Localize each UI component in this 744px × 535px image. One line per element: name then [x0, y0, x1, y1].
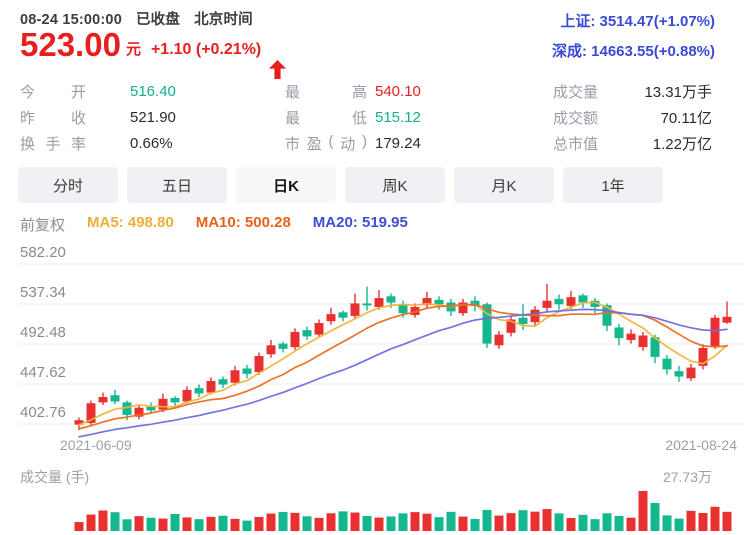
y-axis-tick: 537.34	[20, 284, 66, 301]
ma-line-ma5	[78, 301, 728, 426]
stat-value: 70.11亿	[660, 109, 712, 127]
stat-row: 今开 516.40	[20, 78, 176, 104]
tab-月K[interactable]: 月K	[454, 167, 554, 203]
stat-row: 市盈(动) 179.24	[285, 130, 421, 156]
stat-label: 成交量	[553, 83, 599, 101]
tab-周K[interactable]: 周K	[345, 167, 445, 203]
ma-line-ma20	[78, 308, 728, 438]
stat-row: 总市值 1.22万亿	[553, 130, 712, 156]
stat-value: 515.12	[375, 108, 421, 126]
stats-column-high: 最高 540.10 最低 515.12 市盈(动) 179.24	[285, 78, 421, 156]
x-axis-end-date: 2021-08-24	[665, 437, 737, 453]
stats-column-volume: 成交量 13.31万手成交额 70.11亿总市值 1.22万亿	[553, 78, 712, 156]
stat-row: 成交量 13.31万手	[553, 78, 712, 104]
stat-label: 昨收	[20, 109, 86, 127]
last-price: 523.00	[20, 26, 121, 63]
stat-row: 换手率 0.66%	[20, 130, 176, 156]
quote-timestamp: 08-24 15:00:00	[20, 12, 122, 28]
stat-row: 成交额 70.11亿	[553, 104, 712, 130]
ma-legend: 前复权 MA5: 498.80 MA10: 500.28 MA20: 519.95	[20, 214, 430, 235]
stat-label: 市盈(动)	[285, 132, 367, 153]
ma-legend-items: MA5: 498.80 MA10: 500.28 MA20: 519.95	[87, 214, 430, 235]
y-axis-tick: 582.20	[20, 244, 66, 261]
y-axis-tick: 447.62	[20, 364, 66, 381]
stat-value: 540.10	[375, 82, 421, 100]
stat-value: 521.90	[130, 108, 176, 126]
x-axis-start-date: 2021-06-09	[60, 437, 132, 453]
stats-column-open: 今开 516.40 昨收 521.90 换手率 0.66%	[20, 78, 176, 156]
stat-row: 最低 515.12	[285, 104, 421, 130]
tab-日K[interactable]: 日K	[236, 167, 336, 203]
stat-row: 昨收 521.90	[20, 104, 176, 130]
tab-五日[interactable]: 五日	[127, 167, 227, 203]
candlestick-chart[interactable]	[0, 240, 744, 440]
stat-label: 总市值	[553, 135, 599, 153]
stat-row: 最高 540.10	[285, 78, 421, 104]
ma-legend-item: MA10: 500.28	[195, 214, 291, 231]
ma-legend-item: MA5: 498.80	[87, 214, 174, 231]
timezone-label: 北京时间	[194, 12, 253, 28]
y-axis-tick: 402.76	[20, 404, 66, 421]
index-shanghai: 上证: 3514.47(+1.07%)	[560, 13, 715, 30]
market-indices: 上证: 3514.47(+1.07%) 深成: 14663.55(+0.88%)	[552, 10, 715, 70]
stat-label: 最高	[285, 83, 367, 101]
index-shenzhen: 深成: 14663.55(+0.88%)	[551, 43, 715, 60]
price-row: 523.00 元 +1.10 (+0.21%)	[20, 26, 287, 79]
tab-1年[interactable]: 1年	[563, 167, 663, 203]
y-axis-tick: 492.48	[20, 324, 66, 341]
stat-value: 1.22万亿	[652, 135, 712, 153]
stat-value: 0.66%	[130, 134, 173, 152]
period-tabs: 分时 五日 日K 周K 月K 1年	[18, 167, 663, 203]
stat-value: 516.40	[130, 82, 176, 100]
ma-line-ma10	[78, 303, 728, 430]
quote-time-row: 08-24 15:00:00 已收盘 北京时间	[20, 8, 267, 29]
stat-label: 今开	[20, 83, 86, 101]
stat-label: 成交额	[553, 109, 599, 127]
volume-title: 成交量 (手)	[20, 469, 90, 485]
price-change: +1.10 (+0.21%)	[150, 41, 262, 58]
stat-value: 13.31万手	[644, 83, 712, 101]
volume-chart[interactable]	[0, 488, 744, 535]
ma-legend-item: MA20: 519.95	[312, 214, 408, 231]
tab-分时[interactable]: 分时	[18, 167, 118, 203]
stat-value: 179.24	[375, 134, 421, 152]
currency-unit: 元	[125, 41, 141, 58]
stat-label: 最低	[285, 109, 367, 127]
volume-max-label: 27.73万	[662, 469, 712, 485]
stat-label: 换手率	[20, 135, 86, 153]
market-status: 已收盘	[135, 12, 181, 28]
adjust-mode-label: 前复权	[20, 217, 66, 234]
